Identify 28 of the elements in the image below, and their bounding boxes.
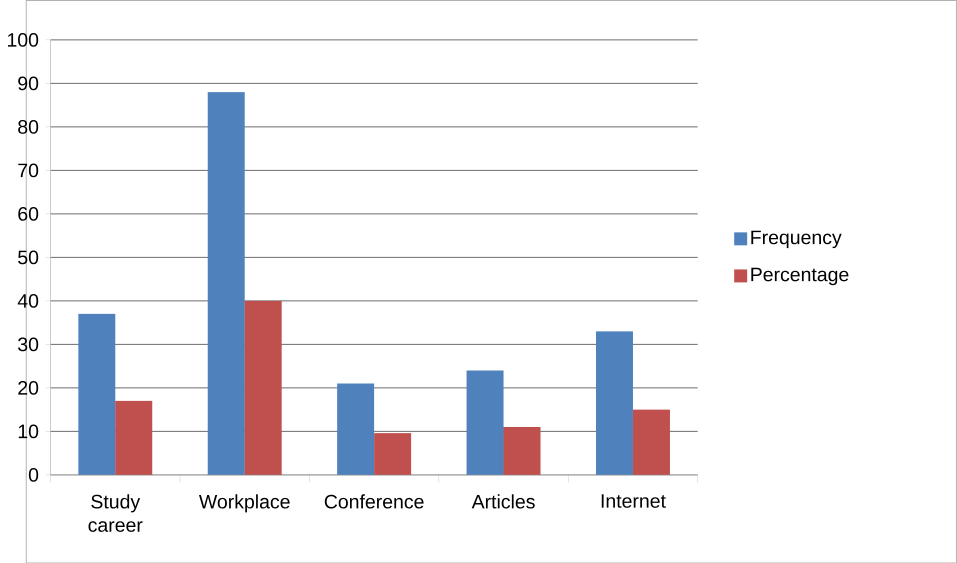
bar <box>244 300 282 475</box>
y-tick-label: 90 <box>18 76 38 90</box>
bar <box>78 314 116 475</box>
y-tick-label: 0 <box>28 468 38 482</box>
x-tick-label: Workplace <box>198 494 290 512</box>
bar <box>504 426 541 475</box>
y-tick-label: 100 <box>8 32 38 47</box>
y-tick-label: 60 <box>18 206 38 221</box>
y-tick-label: 20 <box>18 380 38 395</box>
y-tick-label: 40 <box>18 294 38 308</box>
x-tick-label: Study career <box>88 494 143 532</box>
x-tick-label: Internet <box>602 494 666 508</box>
y-tick-label: 30 <box>18 337 38 352</box>
x-tick-label: Articles <box>472 494 535 508</box>
bar <box>632 409 670 475</box>
y-tick-label: 10 <box>18 424 38 438</box>
x-tick-label: Conference <box>324 494 424 508</box>
y-tick-label: 70 <box>18 163 38 178</box>
bar <box>337 383 374 475</box>
y-tick-label: 80 <box>18 120 38 134</box>
bar <box>466 370 504 475</box>
y-tick-label: 50 <box>18 250 38 264</box>
legend-label: Percentage <box>751 268 848 285</box>
bar <box>115 400 152 475</box>
bar <box>374 432 412 475</box>
legend-label: Frequency <box>751 230 842 248</box>
bar <box>596 331 633 475</box>
bar <box>208 92 245 475</box>
